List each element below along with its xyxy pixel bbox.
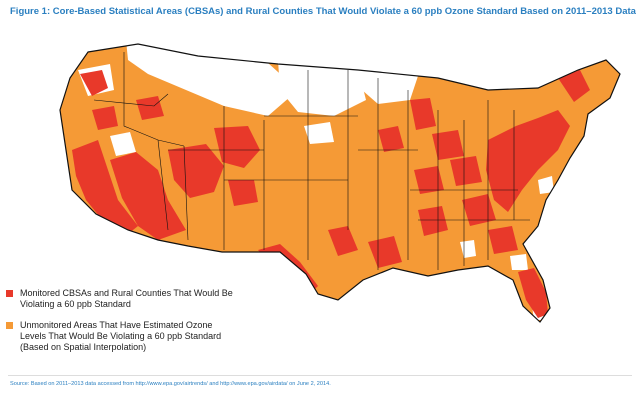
legend-swatch-unmonitored	[6, 322, 13, 329]
map-svg	[59, 43, 621, 323]
legend-swatch-monitored	[6, 290, 13, 297]
us-ozone-map	[18, 30, 630, 350]
map-legend: Monitored CBSAs and Rural Counties That …	[6, 288, 236, 363]
legend-label-monitored: Monitored CBSAs and Rural Counties That …	[20, 288, 233, 309]
state-borders	[93, 52, 530, 270]
legend-item-unmonitored: Unmonitored Areas That Have Estimated Oz…	[6, 320, 236, 353]
legend-label-unmonitored: Unmonitored Areas That Have Estimated Oz…	[20, 320, 222, 352]
source-note: Source: Based on 2011–2013 data accessed…	[10, 381, 331, 387]
figure-title: Figure 1: Core-Based Statistical Areas (…	[10, 6, 636, 17]
legend-item-monitored: Monitored CBSAs and Rural Counties That …	[6, 288, 236, 310]
country-outline	[59, 43, 621, 323]
monitored-areas	[72, 70, 590, 318]
divider	[8, 375, 632, 376]
